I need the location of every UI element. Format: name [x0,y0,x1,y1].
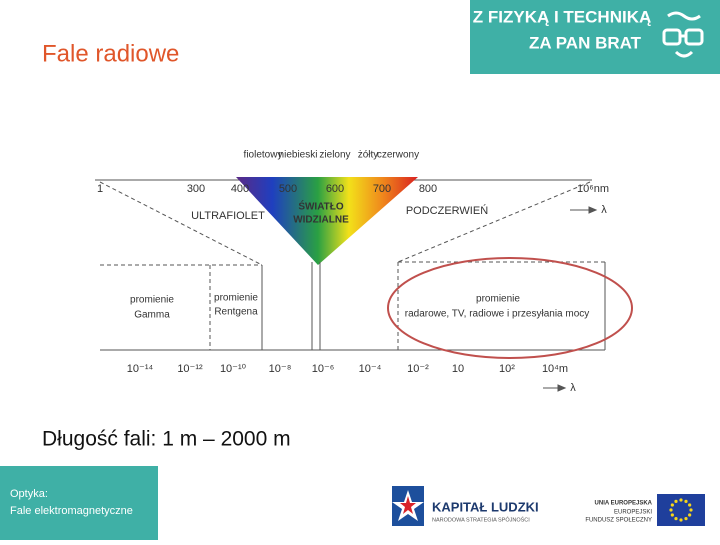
eu-star [679,498,683,502]
diagram-label: 300 [187,183,205,195]
diagram-label: ULTRAFIOLET [191,210,265,222]
footer-text: Optyka: [10,488,48,500]
footer-text: Fale elektromagnetyczne [10,505,133,517]
diagram-label: 10⁻¹⁰ [220,363,247,375]
diagram-label: ŚWIATŁO [298,200,344,213]
brand-text: Z FIZYKĄ I TECHNIKĄ [473,7,652,26]
diagram-label: radarowe, TV, radiowe i przesyłania mocy [405,309,590,320]
footer-box [0,466,158,540]
dashed-guides [99,181,605,350]
diagram-label: 10⁻⁴ [359,363,382,375]
logo-text: FUNDUSZ SPOŁECZNY [585,518,652,524]
diagram-label: 1 [97,183,103,195]
diagram-label: 600 [326,183,344,195]
brand-text: ZA PAN BRAT [529,33,642,52]
diagram-label: 10² [499,363,515,375]
arrow-head [557,384,567,392]
diagram-label: 500 [279,183,297,195]
diagram-label: WIDZIALNE [293,215,349,226]
eu-star [674,517,678,521]
diagram [95,177,633,392]
diagram-label: 10⁻² [407,363,429,375]
diagram-label: zielony [319,150,350,161]
eu-stars [669,498,693,522]
title: Fale radiowe [42,40,179,67]
eu-star [684,499,688,503]
logo-text: KAPITAŁ LUDZKI [432,499,539,514]
eu-star [684,517,688,521]
highlight-ellipse [387,257,633,359]
eu-star [670,513,674,517]
diagram-label: czerwony [377,150,419,161]
kl-logo-icon [392,486,424,526]
eu-star [669,508,673,512]
body-text: Długość fali: 1 m – 2000 m [42,428,291,451]
diagram-label: niebieski [279,150,318,161]
logo-text: EUROPEJSKI [614,510,652,516]
diagram-label: żółty [358,150,379,161]
diagram-label: 10⁻¹² [177,363,203,375]
diagram-label: Rentgena [214,307,258,318]
eu-star [688,503,692,507]
diagram-label: λ [570,382,576,394]
diagram-label: 10⁻¹⁴ [127,363,154,375]
logo-text: NARODOWA STRATEGIA SPÓJNOŚCI [432,515,530,523]
diagram-label: promienie [476,294,520,305]
diagram-label: promienie [214,293,258,304]
diagram-label: λ [601,204,607,216]
eu-star [689,508,693,512]
diagram-label: 800 [419,183,437,195]
diagram-label: fioletowy [244,150,283,161]
diagram-label: 400 [231,183,249,195]
diagram-label: 10⁻⁸ [269,363,292,375]
logo-text: UNIA EUROPEJSKA [595,501,653,507]
visible-spectrum [236,177,418,265]
diagram-label: 700 [373,183,391,195]
brand-icon [662,11,704,58]
eu-star [688,513,692,517]
diagram-label: 10 [452,363,464,375]
eu-star [674,499,678,503]
arrow-head [588,206,598,214]
diagram-label: PODCZERWIEŃ [406,204,488,217]
diagram-label: promienie [130,295,174,306]
eu-star [670,503,674,507]
diagram-label: 10⁴m [542,363,568,375]
diagram-label: Gamma [134,310,170,321]
diagram-label: 10⁻⁶ [312,363,335,375]
diagram-label: 10⁶nm [577,183,609,195]
eu-star [679,518,683,522]
